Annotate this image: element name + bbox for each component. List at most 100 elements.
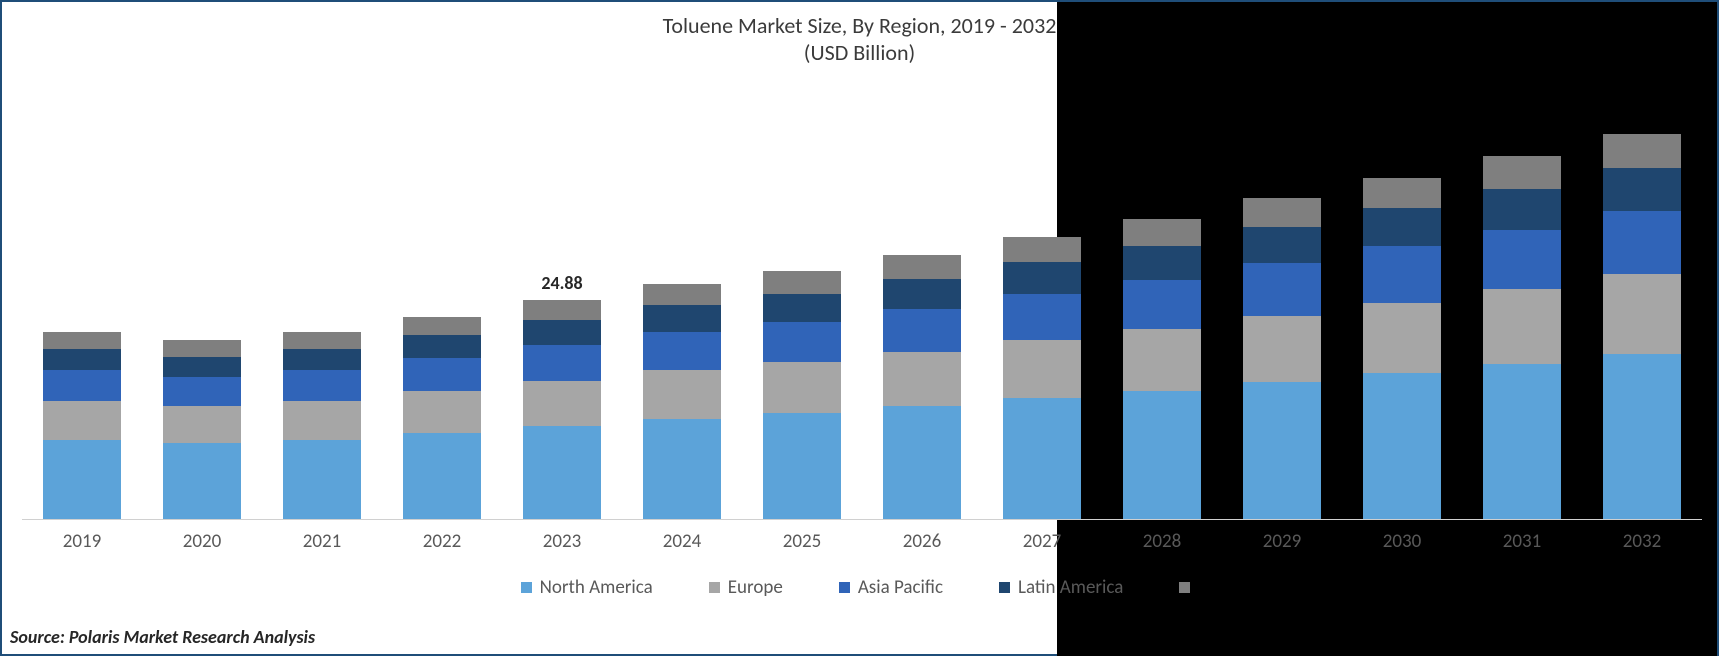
bar-segment (283, 370, 361, 401)
bar-segment (763, 413, 841, 519)
x-axis-tick-label: 2028 (1102, 530, 1222, 553)
bar-stack (643, 284, 721, 519)
bar-segment (1003, 237, 1081, 263)
bar-stack (1603, 134, 1681, 519)
bar-group (262, 79, 382, 519)
bar-segment (1123, 391, 1201, 519)
x-axis-tick-label: 2022 (382, 530, 502, 553)
x-axis-tick-label: 2021 (262, 530, 382, 553)
bar-segment (403, 391, 481, 432)
bar-segment (163, 406, 241, 443)
x-axis-tick-label: 2023 (502, 530, 622, 553)
legend-label: Europe (728, 576, 783, 599)
bar-stack (283, 332, 361, 519)
bar-segment (1123, 246, 1201, 279)
bar-segment (523, 381, 601, 426)
bar-segment (1483, 230, 1561, 290)
bar-stack (1003, 237, 1081, 519)
bar-segment (643, 305, 721, 331)
bar-segment (403, 358, 481, 391)
bar-stack (43, 332, 121, 519)
bar-segment (43, 349, 121, 370)
legend-item: Latin America (999, 576, 1123, 599)
legend-swatch-icon (709, 582, 720, 593)
bar-segment (1003, 340, 1081, 398)
x-axis-tick-label: 2026 (862, 530, 982, 553)
bar-group (1102, 79, 1222, 519)
bars-row: 24.88 (22, 79, 1702, 519)
bar-segment (1243, 316, 1321, 382)
bar-segment (43, 440, 121, 519)
bar-group (1342, 79, 1462, 519)
bar-group (622, 79, 742, 519)
bar-segment (1123, 280, 1201, 329)
bar-segment (883, 279, 961, 309)
bar-segment (523, 320, 601, 345)
bar-stack (883, 255, 961, 519)
bar-segment (883, 255, 961, 279)
bar-segment (43, 401, 121, 440)
bar-segment (643, 332, 721, 371)
bar-segment (1123, 219, 1201, 246)
source-attribution: Source: Polaris Market Research Analysis (10, 626, 315, 648)
legend-item: Europe (709, 576, 783, 599)
x-axis-tick-label: 2024 (622, 530, 742, 553)
bar-stack (403, 317, 481, 519)
bar-segment (403, 317, 481, 335)
x-axis-tick-label: 2031 (1462, 530, 1582, 553)
bar-group (1582, 79, 1702, 519)
bar-segment (1603, 211, 1681, 274)
chart-title: Toluene Market Size, By Region, 2019 - 2… (2, 12, 1717, 66)
x-axis-tick-label: 2032 (1582, 530, 1702, 553)
bar-stack (523, 300, 601, 519)
bar-segment (1363, 208, 1441, 246)
x-axis-labels: 2019202020212022202320242025202620272028… (22, 530, 1702, 553)
title-line-2: (USD Billion) (2, 39, 1717, 66)
bar-segment (1123, 329, 1201, 391)
x-axis-tick-label: 2025 (742, 530, 862, 553)
x-axis-tick-label: 2030 (1342, 530, 1462, 553)
bar-segment (1603, 274, 1681, 353)
legend-swatch-icon (999, 582, 1010, 593)
legend-item: North America (521, 576, 653, 599)
legend-swatch-icon (1179, 582, 1190, 593)
legend-label: Asia Pacific (858, 576, 943, 599)
bar-group (742, 79, 862, 519)
bar-segment (1363, 373, 1441, 519)
bar-segment (1243, 382, 1321, 519)
bar-segment (403, 433, 481, 519)
bar-segment (1243, 263, 1321, 316)
legend-swatch-icon (839, 582, 850, 593)
bar-stack (1243, 198, 1321, 519)
bar-segment (1483, 189, 1561, 229)
legend-label: North America (540, 576, 653, 599)
legend-item (1179, 576, 1198, 599)
bar-segment (283, 440, 361, 519)
bar-group (982, 79, 1102, 519)
bar-stack (163, 340, 241, 519)
bar-segment (643, 284, 721, 305)
bar-segment (643, 370, 721, 418)
bar-segment (403, 335, 481, 358)
bar-segment (883, 309, 961, 352)
bar-segment (763, 294, 841, 322)
bar-data-label: 24.88 (512, 272, 612, 294)
bar-segment (1363, 303, 1441, 373)
bar-segment (1003, 398, 1081, 519)
x-axis-line (22, 519, 1702, 520)
bar-segment (523, 345, 601, 381)
legend-swatch-icon (521, 582, 532, 593)
bar-stack (1363, 178, 1441, 519)
bar-group (22, 79, 142, 519)
x-axis-tick-label: 2029 (1222, 530, 1342, 553)
legend-item: Asia Pacific (839, 576, 943, 599)
bar-segment (43, 370, 121, 401)
bar-stack (1123, 219, 1201, 519)
bar-segment (643, 419, 721, 519)
bar-segment (1243, 198, 1321, 227)
bar-segment (523, 426, 601, 519)
title-line-1: Toluene Market Size, By Region, 2019 - 2… (2, 12, 1717, 39)
x-axis-tick-label: 2020 (142, 530, 262, 553)
bar-segment (163, 377, 241, 406)
bar-group (382, 79, 502, 519)
